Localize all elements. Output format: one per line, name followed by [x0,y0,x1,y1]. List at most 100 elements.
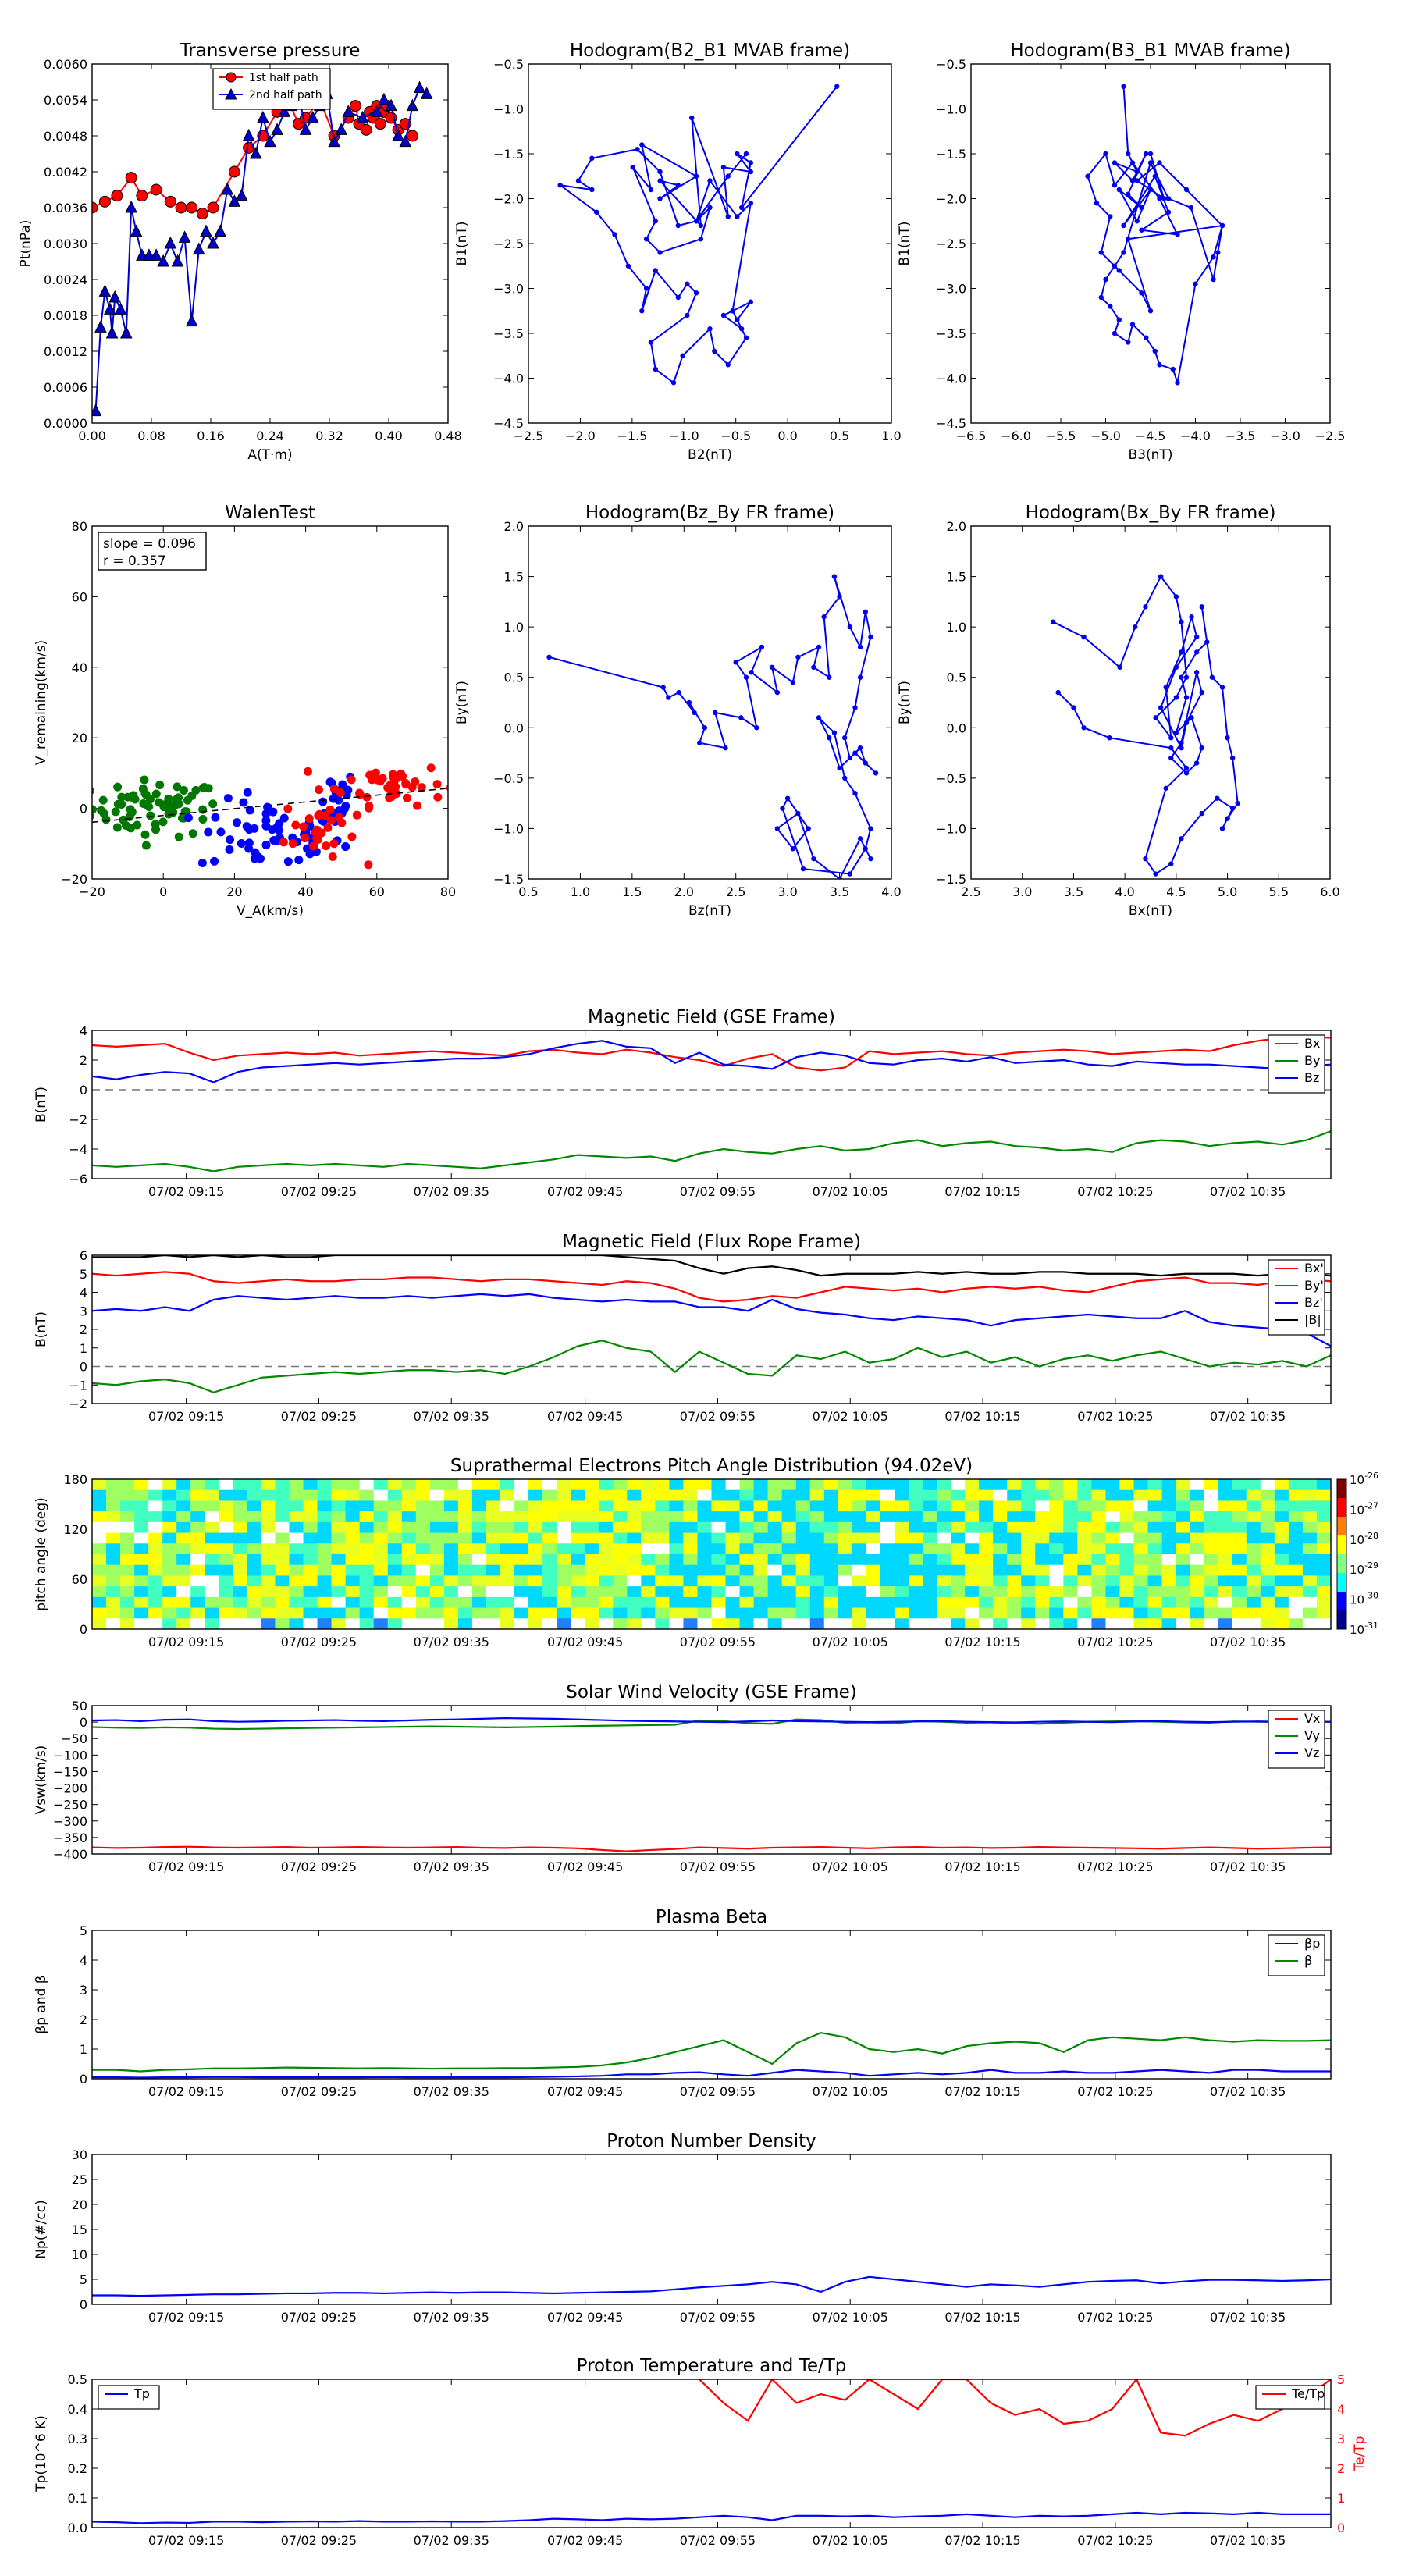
data-point [1108,214,1113,219]
heatmap-cell [866,1479,881,1491]
y-tick-label: 0.0060 [44,57,87,72]
heatmap-cell [261,1479,276,1491]
heatmap-cell [655,1554,670,1566]
heatmap-cell [233,1532,247,1544]
heatmap-cell [1218,1479,1233,1491]
heatmap-cell [852,1564,867,1576]
data-point [402,793,411,802]
heatmap-cell [923,1618,937,1630]
y-axis-label: Np(#/cc) [34,2200,49,2258]
data-point [1204,639,1210,645]
plot-area [546,574,879,879]
y-tick-label: 0.4 [68,2402,87,2417]
heatmap-cell [1105,1564,1120,1576]
heatmap-cell [120,1564,135,1576]
heatmap-cell [1176,1489,1191,1501]
heatmap-cell [1063,1543,1078,1555]
data-point [693,290,699,296]
y2-tick-label: 3 [1337,2432,1345,2446]
heatmap-cell [697,1543,712,1555]
heatmap-cell [247,1521,261,1534]
heatmap-cell [401,1500,417,1512]
time-tick-label: 07/02 09:15 [148,1635,224,1649]
heatmap-cell [739,1564,755,1576]
data-point [200,783,209,792]
heatmap-cell [1091,1489,1106,1501]
data-point [186,201,198,214]
heatmap-cell [457,1586,473,1598]
data-point [349,100,361,112]
heatmap-cell [303,1596,318,1609]
data-point [171,254,184,267]
data-point [112,823,122,832]
chart-pad: Suprathermal Electrons Pitch Angle Distr… [34,1456,1378,1649]
heatmap-cell [1316,1607,1332,1619]
y-tick-label: 4 [80,1023,87,1038]
heatmap-cell [500,1489,515,1501]
data-point [857,674,863,680]
heatmap-cell [1035,1586,1050,1598]
heatmap-cell [1316,1596,1332,1609]
heatmap-cell [120,1479,135,1491]
data-point [1121,222,1126,229]
data-point [223,794,233,803]
legend-marker [225,87,237,100]
heatmap-cell [923,1479,937,1491]
heatmap-cell [457,1575,473,1587]
heatmap-cell [711,1554,727,1566]
heatmap-cell [838,1575,853,1587]
y-tick-label: −2 [69,1112,87,1127]
data-point [325,805,335,814]
heatmap-cell [880,1564,895,1576]
heatmap-cell [317,1489,333,1501]
heatmap-cell [176,1532,191,1544]
heatmap-cell [359,1521,375,1534]
heatmap-cell [923,1564,937,1576]
y-tick-label: 0.3 [68,2432,87,2446]
x-tick-label: 2.5 [961,884,980,899]
heatmap-cell [627,1586,642,1598]
data-point [283,804,293,813]
heatmap-cell [739,1586,755,1598]
data-point [675,183,681,188]
heatmap-cell [1147,1554,1163,1566]
heatmap-cell [205,1554,219,1566]
heatmap-cell [1035,1596,1050,1609]
y-tick-label: 0.5 [504,671,524,685]
heatmap-cell [923,1596,937,1609]
heatmap-cell [937,1586,951,1598]
heatmap-cell [1288,1500,1304,1512]
heatmap-cell [739,1596,755,1609]
heatmap-cell [866,1543,881,1555]
heatmap-cell [162,1586,177,1598]
y-tick-label: −0.5 [936,771,966,786]
data-point [426,763,436,773]
heatmap-cell [1133,1511,1149,1523]
data-point [589,155,595,161]
plot-frame [91,1254,1332,1404]
data-point [1183,765,1190,771]
heatmap-cell [627,1511,642,1523]
heatmap-cell [1007,1532,1022,1544]
heatmap-cell [965,1500,980,1512]
heatmap-cell [247,1618,261,1630]
heatmap-cell [571,1554,585,1566]
heatmap-cell [148,1554,163,1566]
chart-h2: Hodogram(B3_B1 MVAB frame)−4.5−4.0−3.5−3… [897,41,1345,463]
heatmap-cell [134,1554,149,1566]
data-point [1168,745,1174,751]
heatmap-cell [1049,1596,1064,1609]
heatmap-cell [1204,1586,1219,1598]
heatmap-cell [1204,1511,1219,1523]
heatmap-cell [753,1607,769,1619]
data-point [111,190,123,202]
heatmap-cell [1302,1521,1318,1534]
heatmap-cell [1077,1564,1092,1576]
data-point [648,340,654,345]
y-tick-label: −0.5 [493,771,524,786]
y-tick-label: 0.0 [947,720,966,735]
y-tick-label: −4.0 [493,372,524,386]
heatmap-cell [542,1511,557,1523]
data-point [852,750,858,756]
data-point [420,87,433,99]
